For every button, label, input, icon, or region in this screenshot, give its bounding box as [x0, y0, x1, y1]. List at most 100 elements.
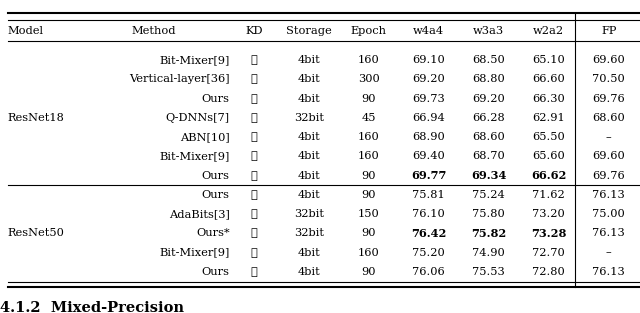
Text: 4bit: 4bit [298, 94, 320, 104]
Text: 32bit: 32bit [294, 209, 324, 219]
Text: ✓: ✓ [251, 132, 258, 142]
Text: 66.60: 66.60 [532, 74, 565, 84]
Text: ✗: ✗ [251, 94, 258, 104]
Text: ResNet50: ResNet50 [8, 228, 65, 239]
Text: 75.20: 75.20 [412, 248, 445, 258]
Text: 90: 90 [362, 267, 376, 277]
Text: 71.62: 71.62 [532, 190, 565, 200]
Text: 75.53: 75.53 [472, 267, 505, 277]
Text: 72.80: 72.80 [532, 267, 565, 277]
Text: 65.10: 65.10 [532, 55, 565, 65]
Text: 32bit: 32bit [294, 113, 324, 123]
Text: 66.30: 66.30 [532, 94, 565, 104]
Text: w3a3: w3a3 [473, 27, 504, 37]
Text: 76.42: 76.42 [411, 228, 447, 239]
Text: 4bit: 4bit [298, 267, 320, 277]
Text: 32bit: 32bit [294, 228, 324, 239]
Text: 76.06: 76.06 [412, 267, 445, 277]
Text: ✓: ✓ [251, 248, 258, 258]
Text: 150: 150 [358, 209, 380, 219]
Text: ResNet18: ResNet18 [8, 113, 65, 123]
Text: AdaBits[3]: AdaBits[3] [169, 209, 230, 219]
Text: 76.13: 76.13 [593, 267, 625, 277]
Text: 75.82: 75.82 [471, 228, 506, 239]
Text: ✓: ✓ [251, 151, 258, 161]
Text: 75.00: 75.00 [593, 209, 625, 219]
Text: 73.20: 73.20 [532, 209, 565, 219]
Text: 68.90: 68.90 [412, 132, 445, 142]
Text: KD: KD [246, 27, 263, 37]
Text: Epoch: Epoch [351, 27, 387, 37]
Text: 76.10: 76.10 [412, 209, 445, 219]
Text: Bit-Mixer[9]: Bit-Mixer[9] [159, 151, 230, 161]
Text: Method: Method [131, 27, 176, 37]
Text: 69.76: 69.76 [593, 94, 625, 104]
Text: Model: Model [8, 27, 44, 37]
Text: ✗: ✗ [251, 209, 258, 219]
Text: 45: 45 [362, 113, 376, 123]
Text: 69.60: 69.60 [593, 151, 625, 161]
Text: 90: 90 [362, 171, 376, 181]
Text: Ours: Ours [202, 190, 230, 200]
Text: 69.73: 69.73 [412, 94, 445, 104]
Text: Ours*: Ours* [196, 228, 230, 239]
Text: 69.34: 69.34 [471, 170, 506, 181]
Text: Ours: Ours [202, 94, 230, 104]
Text: 300: 300 [358, 74, 380, 84]
Text: 65.50: 65.50 [532, 132, 565, 142]
Text: Vertical-layer[36]: Vertical-layer[36] [129, 74, 230, 84]
Text: 4bit: 4bit [298, 171, 320, 181]
Text: ABN[10]: ABN[10] [180, 132, 230, 142]
Text: 90: 90 [362, 94, 376, 104]
Text: 160: 160 [358, 132, 380, 142]
Text: 69.40: 69.40 [412, 151, 445, 161]
Text: 66.62: 66.62 [531, 170, 566, 181]
Text: Ours: Ours [202, 267, 230, 277]
Text: 90: 90 [362, 228, 376, 239]
Text: ✗: ✗ [251, 74, 258, 84]
Text: w2a2: w2a2 [533, 27, 564, 37]
Text: 73.28: 73.28 [531, 228, 566, 239]
Text: –: – [606, 132, 612, 142]
Text: 69.60: 69.60 [593, 55, 625, 65]
Text: 4bit: 4bit [298, 132, 320, 142]
Text: ✗: ✗ [251, 190, 258, 200]
Text: 75.81: 75.81 [412, 190, 445, 200]
Text: 74.90: 74.90 [472, 248, 505, 258]
Text: 69.76: 69.76 [593, 171, 625, 181]
Text: 68.70: 68.70 [472, 151, 505, 161]
Text: 68.60: 68.60 [472, 132, 505, 142]
Text: 70.50: 70.50 [593, 74, 625, 84]
Text: 69.77: 69.77 [411, 170, 447, 181]
Text: –: – [606, 248, 612, 258]
Text: 160: 160 [358, 55, 380, 65]
Text: 75.80: 75.80 [472, 209, 505, 219]
Text: 69.20: 69.20 [412, 74, 445, 84]
Text: Storage: Storage [286, 27, 332, 37]
Text: 69.10: 69.10 [412, 55, 445, 65]
Text: 66.28: 66.28 [472, 113, 505, 123]
Text: 68.60: 68.60 [593, 113, 625, 123]
Text: ✗: ✗ [251, 55, 258, 65]
Text: 66.94: 66.94 [412, 113, 445, 123]
Text: 4.1.2  Mixed-Precision: 4.1.2 Mixed-Precision [0, 300, 184, 313]
Text: ✓: ✓ [251, 113, 258, 123]
Text: Ours: Ours [202, 171, 230, 181]
Text: ✓: ✓ [251, 171, 258, 181]
Text: 76.13: 76.13 [593, 228, 625, 239]
Text: 4bit: 4bit [298, 248, 320, 258]
Text: 72.70: 72.70 [532, 248, 565, 258]
Text: 160: 160 [358, 151, 380, 161]
Text: 68.80: 68.80 [472, 74, 505, 84]
Text: Bit-Mixer[9]: Bit-Mixer[9] [159, 55, 230, 65]
Text: Q-DNNs[7]: Q-DNNs[7] [166, 113, 230, 123]
Text: 90: 90 [362, 190, 376, 200]
Text: ✓: ✓ [251, 267, 258, 277]
Text: 76.13: 76.13 [593, 190, 625, 200]
Text: 65.60: 65.60 [532, 151, 565, 161]
Text: Bit-Mixer[9]: Bit-Mixer[9] [159, 248, 230, 258]
Text: 160: 160 [358, 248, 380, 258]
Text: 62.91: 62.91 [532, 113, 565, 123]
Text: 4bit: 4bit [298, 74, 320, 84]
Text: ✗: ✗ [251, 228, 258, 239]
